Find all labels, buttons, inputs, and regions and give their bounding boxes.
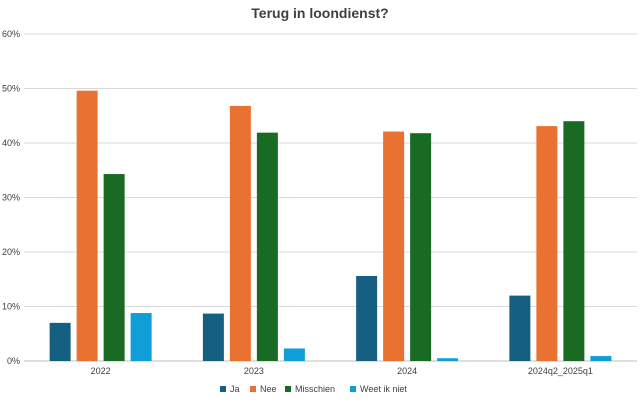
bar-misschien-2024q2_2025q1 xyxy=(563,121,585,361)
x-tick-label: 2022 xyxy=(91,366,111,376)
bar-nee-2022 xyxy=(76,90,98,362)
bars xyxy=(49,90,612,362)
bar-weet-ik-niet-2023 xyxy=(283,348,305,361)
y-tick-label: 60% xyxy=(2,29,20,39)
legend: Ja Nee Misschien Weet ik niet xyxy=(220,384,407,394)
bar-ja-2024q2_2025q1 xyxy=(509,295,531,361)
bar-ja-2022 xyxy=(49,322,71,361)
legend-label: Weet ik niet xyxy=(360,384,407,394)
y-axis-ticks: 0% 10% 20% 30% 40% 50% 60% xyxy=(2,29,20,366)
y-tick-label: 50% xyxy=(2,84,20,94)
bar-misschien-2024 xyxy=(410,133,432,361)
legend-swatch xyxy=(220,386,226,392)
bar-nee-2023 xyxy=(229,105,251,361)
legend-item-misschien: Misschien xyxy=(285,384,335,394)
gridlines xyxy=(24,33,637,362)
y-tick-label: 30% xyxy=(2,193,20,203)
legend-swatch xyxy=(250,386,256,392)
x-tick-label: 2024 xyxy=(397,366,417,376)
bar-ja-2023 xyxy=(202,313,224,361)
bar-weet-ik-niet-2022 xyxy=(130,313,152,361)
bar-weet-ik-niet-2024 xyxy=(437,358,459,361)
chart-title: Terug in loondienst? xyxy=(251,5,388,21)
legend-item-weet-ik-niet: Weet ik niet xyxy=(350,384,407,394)
x-tick-label: 2024q2_2025q1 xyxy=(528,366,593,376)
bar-misschien-2022 xyxy=(103,174,125,361)
legend-swatch xyxy=(350,386,356,392)
legend-label: Nee xyxy=(260,384,277,394)
bar-nee-2024 xyxy=(383,131,405,361)
y-tick-label: 20% xyxy=(2,247,20,257)
legend-item-nee: Nee xyxy=(250,384,277,394)
bar-ja-2024 xyxy=(356,275,378,361)
x-axis-ticks: 2022 2023 2024 2024q2_2025q1 xyxy=(91,366,593,376)
legend-item-ja: Ja xyxy=(220,384,240,394)
y-tick-label: 0% xyxy=(7,356,20,366)
y-tick-label: 10% xyxy=(2,302,20,312)
y-tick-label: 40% xyxy=(2,138,20,148)
legend-label: Ja xyxy=(230,384,240,394)
x-tick-label: 2023 xyxy=(244,366,264,376)
legend-swatch xyxy=(285,386,291,392)
bar-misschien-2023 xyxy=(256,132,278,361)
bar-weet-ik-niet-2024q2_2025q1 xyxy=(590,356,612,361)
bar-nee-2024q2_2025q1 xyxy=(536,126,558,361)
legend-label: Misschien xyxy=(295,384,335,394)
